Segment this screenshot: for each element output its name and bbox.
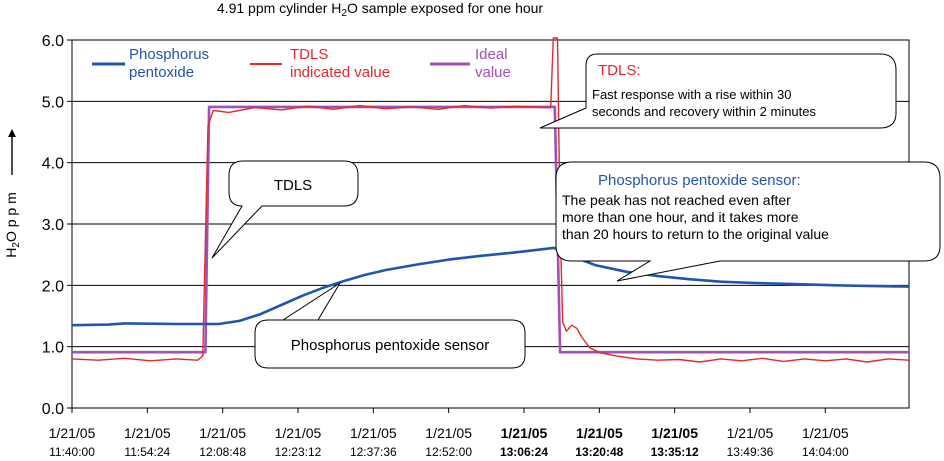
x-tick-time-1: 11:54:24: [124, 445, 170, 459]
x-tick-time-5: 12:52:00: [425, 445, 472, 459]
legend-label-tdls-2: indicated value: [290, 64, 390, 81]
x-tick-time-8: 13:35:12: [651, 445, 699, 459]
x-tick-date-10: 1/21/05: [802, 425, 849, 441]
y-tick-label-5: 5.0: [42, 94, 64, 111]
y-axis-label: H2O p p m: [3, 129, 22, 258]
x-tick-date-8: 1/21/05: [651, 425, 698, 441]
legend: Phosphorus pentoxide TDLS indicated valu…: [92, 46, 511, 81]
y-tick-label-3: 3.0: [42, 217, 64, 234]
callout-tdls-fast: TDLS: Fast response with a rise within 3…: [539, 53, 897, 129]
callout-p2o5-note-title: Phosphorus pentoxide sensor:: [598, 172, 801, 189]
callout-p2o5-note-line3: than 20 hours to return to the original …: [562, 226, 829, 242]
x-axis-ticks: 1/21/05 11:40:00 1/21/05 11:54:24 1/21/05 12:…: [49, 408, 849, 459]
y-tick-label-6: 6.0: [42, 33, 64, 50]
callout-tdls-text: TDLS: [274, 177, 312, 194]
callout-tdls-fast-line1: Fast response with a rise within 30: [592, 87, 791, 102]
callout-tdls: TDLS: [211, 160, 359, 259]
x-tick-time-6: 13:06:24: [500, 445, 548, 459]
y-tick-label-4: 4.0: [42, 156, 64, 173]
x-tick-date-1: 1/21/05: [124, 425, 171, 441]
callout-tdls-fast-line2: seconds and recovery within 2 minutes: [592, 104, 817, 119]
x-tick-time-0: 11:40:00: [49, 445, 95, 459]
legend-label-ideal-2: value: [475, 64, 511, 81]
legend-label-phosphorus-1: Phosphorus: [129, 46, 209, 63]
x-tick-date-2: 1/21/05: [199, 425, 246, 441]
series-line-tdls-indicated-value: [71, 37, 910, 363]
x-tick-time-4: 12:37:36: [350, 445, 397, 459]
x-tick-date-3: 1/21/05: [275, 425, 322, 441]
callout-p2o5-note-line2: more than one hour, and it takes more: [562, 209, 799, 225]
x-tick-time-9: 13:49:36: [727, 445, 774, 459]
x-tick-date-0: 1/21/05: [49, 425, 96, 441]
x-tick-time-2: 12:08:48: [199, 445, 246, 459]
callout-p2o5-label-text: Phosphorus pentoxide sensor: [291, 337, 489, 354]
callout-p2o5-note: Phosphorus pentoxide sensor: The peak ha…: [555, 161, 941, 282]
callout-p2o5-note-line1: The peak has not reached even after: [562, 192, 791, 208]
legend-label-ideal-1: Ideal: [475, 46, 508, 63]
x-tick-time-10: 14:04:00: [802, 445, 849, 459]
x-tick-date-6: 1/21/05: [501, 425, 548, 441]
series-group: [71, 37, 910, 363]
x-tick-date-5: 1/21/05: [425, 425, 472, 441]
y-axis-ticks: 0.0 1.0 2.0 3.0 4.0 5.0 6.0: [42, 33, 72, 418]
x-tick-time-7: 13:20:48: [575, 445, 623, 459]
legend-label-phosphorus-2: pentoxide: [129, 64, 194, 81]
svg-text:H2O p p m: H2O p p m: [3, 192, 22, 257]
y-tick-label-2: 2.0: [42, 278, 64, 295]
x-tick-date-4: 1/21/05: [350, 425, 397, 441]
chart-title: 4.91 ppm cylinder H2O sample exposed for…: [217, 0, 544, 19]
callout-tdls-fast-title: TDLS:: [598, 62, 641, 79]
x-tick-date-9: 1/21/05: [727, 425, 774, 441]
x-tick-time-3: 12:23:12: [275, 445, 322, 459]
x-tick-date-7: 1/21/05: [576, 425, 623, 441]
y-tick-label-1: 1.0: [42, 340, 64, 357]
callout-p2o5-label: Phosphorus pentoxide sensor: [254, 282, 526, 369]
y-tick-label-0: 0.0: [42, 401, 64, 418]
legend-label-tdls-1: TDLS: [290, 46, 328, 63]
series-line-ideal-value: [72, 105, 909, 354]
series-line-phosphorus-pentoxide: [71, 246, 910, 327]
